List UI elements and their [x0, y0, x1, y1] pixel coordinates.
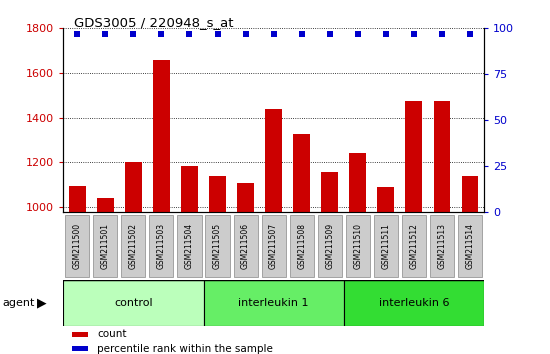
Text: GSM211500: GSM211500 — [73, 223, 82, 269]
FancyBboxPatch shape — [346, 215, 370, 277]
Text: ▶: ▶ — [37, 296, 47, 309]
FancyBboxPatch shape — [430, 215, 454, 277]
Text: GSM211507: GSM211507 — [269, 223, 278, 269]
Point — [101, 31, 110, 37]
Text: control: control — [114, 298, 153, 308]
Bar — [349, 153, 366, 212]
Bar — [72, 332, 89, 337]
Text: GSM211510: GSM211510 — [353, 223, 362, 269]
Bar — [209, 176, 226, 212]
FancyBboxPatch shape — [122, 215, 145, 277]
Text: GSM211506: GSM211506 — [241, 223, 250, 269]
FancyBboxPatch shape — [65, 215, 89, 277]
Text: GSM211513: GSM211513 — [437, 223, 447, 269]
Text: GSM211503: GSM211503 — [157, 223, 166, 269]
FancyBboxPatch shape — [262, 215, 285, 277]
Bar — [97, 198, 114, 212]
Bar — [344, 280, 484, 326]
Point — [213, 31, 222, 37]
Bar — [265, 109, 282, 212]
FancyBboxPatch shape — [178, 215, 201, 277]
Point — [326, 31, 334, 37]
Point — [157, 31, 166, 37]
Bar — [125, 162, 142, 212]
Bar — [293, 134, 310, 212]
Text: GSM211504: GSM211504 — [185, 223, 194, 269]
Bar — [63, 280, 204, 326]
FancyBboxPatch shape — [234, 215, 257, 277]
Point — [185, 31, 194, 37]
Text: GSM211514: GSM211514 — [465, 223, 475, 269]
Bar — [377, 187, 394, 212]
Bar — [405, 101, 422, 212]
Point — [129, 31, 138, 37]
Text: count: count — [97, 330, 126, 339]
Bar — [181, 166, 198, 212]
Text: percentile rank within the sample: percentile rank within the sample — [97, 344, 273, 354]
Point — [382, 31, 390, 37]
FancyBboxPatch shape — [458, 215, 482, 277]
Point — [73, 31, 82, 37]
Point — [353, 31, 362, 37]
Bar — [153, 59, 170, 212]
Text: GSM211511: GSM211511 — [381, 223, 390, 269]
FancyBboxPatch shape — [94, 215, 117, 277]
Text: interleukin 6: interleukin 6 — [378, 298, 449, 308]
Bar — [204, 280, 344, 326]
Bar — [72, 346, 89, 351]
FancyBboxPatch shape — [206, 215, 229, 277]
Point — [438, 31, 447, 37]
Text: GSM211508: GSM211508 — [297, 223, 306, 269]
Text: GSM211502: GSM211502 — [129, 223, 138, 269]
FancyBboxPatch shape — [290, 215, 314, 277]
Bar — [433, 101, 450, 212]
Bar — [321, 172, 338, 212]
FancyBboxPatch shape — [318, 215, 342, 277]
Bar — [461, 176, 478, 212]
Text: agent: agent — [3, 298, 35, 308]
Bar — [237, 183, 254, 212]
Point — [465, 31, 474, 37]
FancyBboxPatch shape — [374, 215, 398, 277]
Text: GSM211509: GSM211509 — [325, 223, 334, 269]
Point — [270, 31, 278, 37]
Text: GSM211501: GSM211501 — [101, 223, 110, 269]
Bar — [69, 185, 86, 212]
Point — [297, 31, 306, 37]
Text: GDS3005 / 220948_s_at: GDS3005 / 220948_s_at — [74, 16, 234, 29]
FancyBboxPatch shape — [150, 215, 173, 277]
Text: interleukin 1: interleukin 1 — [238, 298, 309, 308]
Point — [409, 31, 418, 37]
Point — [241, 31, 250, 37]
Text: GSM211505: GSM211505 — [213, 223, 222, 269]
FancyBboxPatch shape — [402, 215, 426, 277]
Text: GSM211512: GSM211512 — [409, 223, 419, 269]
